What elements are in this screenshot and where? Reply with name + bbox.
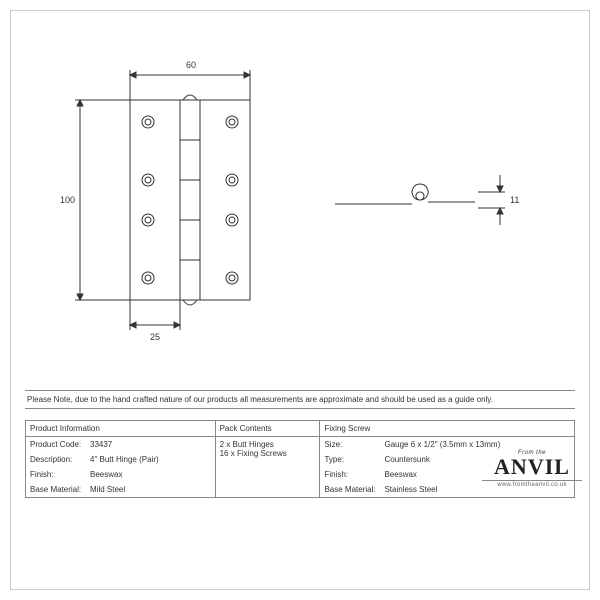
prod-val-3: Mild Steel — [86, 482, 215, 497]
dim-width: 60 — [186, 60, 196, 70]
screw-label-3: Base Material: — [320, 482, 380, 497]
prod-val-2: Beeswax — [86, 467, 215, 482]
dim-thickness: 11 — [510, 195, 519, 205]
prod-label-3: Base Material: — [26, 482, 86, 497]
section-title-product: Product Information — [26, 421, 216, 437]
prod-val-0: 33437 — [86, 437, 215, 452]
screw-label-2: Finish: — [320, 467, 380, 482]
section-title-pack: Pack Contents — [215, 421, 320, 437]
screw-label-1: Type: — [320, 452, 380, 467]
dim-height: 100 — [60, 195, 75, 205]
pack-line-1: 16 x Fixing Screws — [220, 449, 316, 458]
disclaimer-note: Please Note, due to the hand crafted nat… — [25, 390, 575, 409]
section-title-screw: Fixing Screw — [320, 421, 575, 437]
logo-url: www.fromtheanvil.co.uk — [482, 480, 582, 488]
dim-leaf: 25 — [150, 332, 160, 342]
prod-label-2: Finish: — [26, 467, 86, 482]
logo-name: ANVIL — [482, 456, 582, 478]
prod-val-1: 4" Butt Hinge (Pair) — [86, 452, 215, 467]
prod-label-1: Description: — [26, 452, 86, 467]
technical-drawing: 60 100 25 11 — [0, 0, 600, 380]
pack-line-0: 2 x Butt Hinges — [220, 440, 316, 449]
prod-label-0: Product Code: — [26, 437, 86, 452]
screw-label-0: Size: — [320, 437, 380, 452]
brand-logo: From the ANVIL www.fromtheanvil.co.uk — [482, 450, 582, 488]
